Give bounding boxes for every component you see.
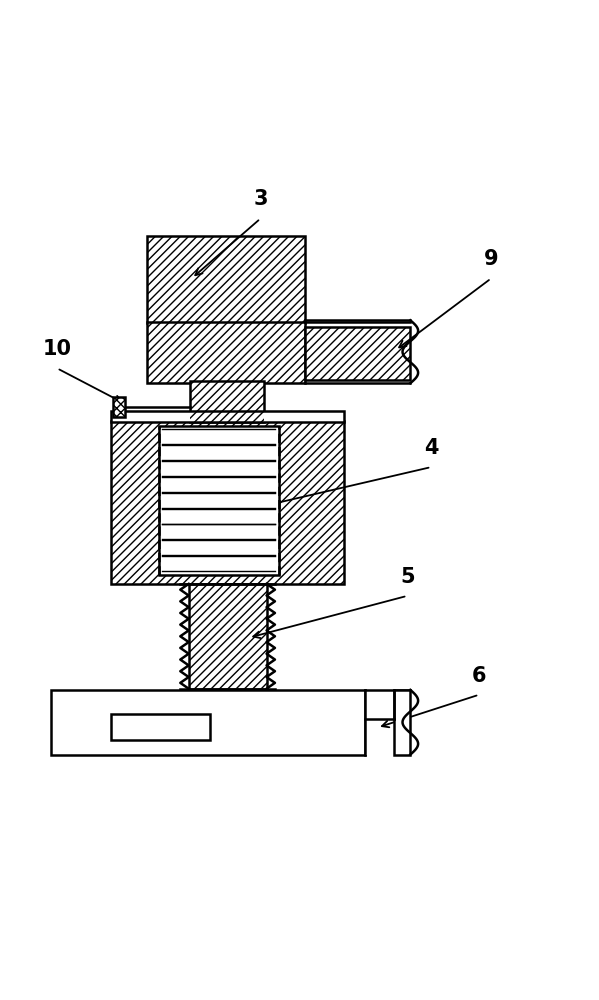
Bar (365, 690, 410, 755)
Bar (147, 322, 305, 383)
Text: 6: 6 (472, 666, 486, 686)
Bar (159, 426, 279, 575)
Bar (113, 397, 125, 417)
Bar (305, 327, 410, 380)
Bar (111, 411, 344, 422)
Bar (147, 236, 305, 323)
Bar (189, 584, 267, 689)
Bar (147, 236, 305, 323)
Bar (305, 327, 410, 380)
Bar (394, 690, 410, 755)
Bar (111, 714, 210, 740)
Bar (189, 584, 267, 689)
Text: 3: 3 (253, 189, 268, 209)
Text: 5: 5 (400, 567, 415, 587)
Bar (190, 381, 264, 422)
Bar (147, 322, 305, 383)
Bar (113, 397, 125, 417)
Bar (111, 421, 344, 584)
Bar (111, 421, 344, 584)
Text: 10: 10 (43, 339, 71, 359)
Text: 4: 4 (424, 438, 438, 458)
Text: 9: 9 (484, 249, 498, 269)
Bar (51, 690, 365, 755)
Bar (190, 381, 264, 422)
